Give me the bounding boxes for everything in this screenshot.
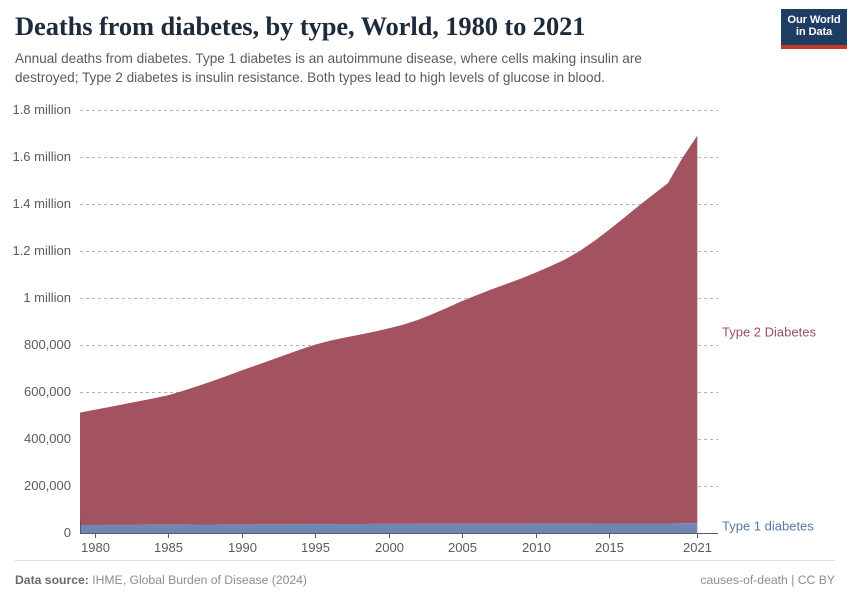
- chart-header: Deaths from diabetes, by type, World, 19…: [15, 10, 835, 92]
- data-source-label: Data source:: [15, 572, 89, 587]
- data-source-value: IHME, Global Burden of Disease (2024): [92, 572, 307, 587]
- x-axis-tick-label: 2015: [595, 540, 624, 555]
- x-axis-tick-label: 1995: [301, 540, 330, 555]
- page-title: Deaths from diabetes, by type, World, 19…: [15, 11, 586, 41]
- series-label-type-1-diabetes[interactable]: Type 1 diabetes: [722, 518, 814, 533]
- owid-logo-line2: in Data: [795, 26, 833, 38]
- data-source: Data source: IHME, Global Burden of Dise…: [15, 573, 307, 587]
- area-series-group: [80, 135, 698, 533]
- x-axis-labels: 1980 1985 1990 1995 2000 2005 2010 2015 2021: [81, 540, 712, 555]
- owid-logo-line1: Our World: [787, 14, 841, 27]
- owid-logo[interactable]: Our World in Data: [781, 9, 847, 49]
- area-type-2-diabetes[interactable]: [80, 135, 698, 526]
- y-axis-tick-label: 1 million: [23, 290, 71, 305]
- y-axis-tick-label: 1.4 million: [12, 196, 71, 211]
- x-axis-tick-label: 2005: [448, 540, 477, 555]
- x-axis-tick-label: 1990: [228, 540, 257, 555]
- y-axis-tick-label: 1.6 million: [12, 149, 71, 164]
- y-axis-tick-label: 0: [64, 525, 71, 540]
- y-axis-tick-label: 1.8 million: [12, 102, 71, 117]
- y-axis-tick-label: 800,000: [24, 337, 71, 352]
- y-axis-tick-label: 600,000: [24, 384, 71, 399]
- series-labels: Type 2 Diabetes Type 1 diabetes: [722, 324, 816, 533]
- y-axis-tick-label: 1.2 million: [12, 243, 71, 258]
- x-axis-tick-label: 2000: [375, 540, 404, 555]
- y-axis-labels: 0 200,000 400,000 600,000 800,000 1 million 1.…: [12, 102, 71, 540]
- chart-subtitle: Annual deaths from diabetes. Type 1 diab…: [15, 50, 642, 85]
- chart-footer: Data source: IHME, Global Burden of Dise…: [15, 560, 835, 590]
- footer-license[interactable]: causes-of-death | CC BY: [700, 572, 835, 587]
- area-type-1-diabetes[interactable]: [80, 523, 698, 533]
- chart-plot-area: 0 200,000 400,000 600,000 800,000 1 million 1.…: [0, 95, 850, 555]
- x-axis-tick-label: 1985: [154, 540, 183, 555]
- series-label-type-2-diabetes[interactable]: Type 2 Diabetes: [722, 324, 816, 339]
- y-axis-tick-label: 400,000: [24, 431, 71, 446]
- stacked-area-chart[interactable]: 0 200,000 400,000 600,000 800,000 1 million 1.…: [0, 95, 850, 555]
- x-axis-tick-label: 1980: [81, 540, 110, 555]
- x-axis-tick-label: 2010: [522, 540, 551, 555]
- axis-group: [80, 519, 718, 538]
- x-axis-tick-label: 2021: [683, 540, 712, 555]
- y-axis-tick-label: 200,000: [24, 478, 71, 493]
